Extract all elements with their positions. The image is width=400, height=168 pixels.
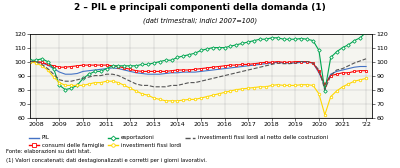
Text: 2 – PIL e principali componenti della domanda (1): 2 – PIL e principali componenti della do… <box>74 3 326 12</box>
Text: (dati trimestrali; indici 2007=100): (dati trimestrali; indici 2007=100) <box>143 18 257 24</box>
Text: (1) Valori concatenati; dati destagionalizzati e corretti per i giorni lavorativ: (1) Valori concatenati; dati destagional… <box>6 158 207 163</box>
Legend: PIL, consumi delle famiglie, esportazioni, investimenti fissi lordi, investiment: PIL, consumi delle famiglie, esportazion… <box>29 136 328 148</box>
Text: Fonte: elaborazioni su dati Istat.: Fonte: elaborazioni su dati Istat. <box>6 149 91 154</box>
